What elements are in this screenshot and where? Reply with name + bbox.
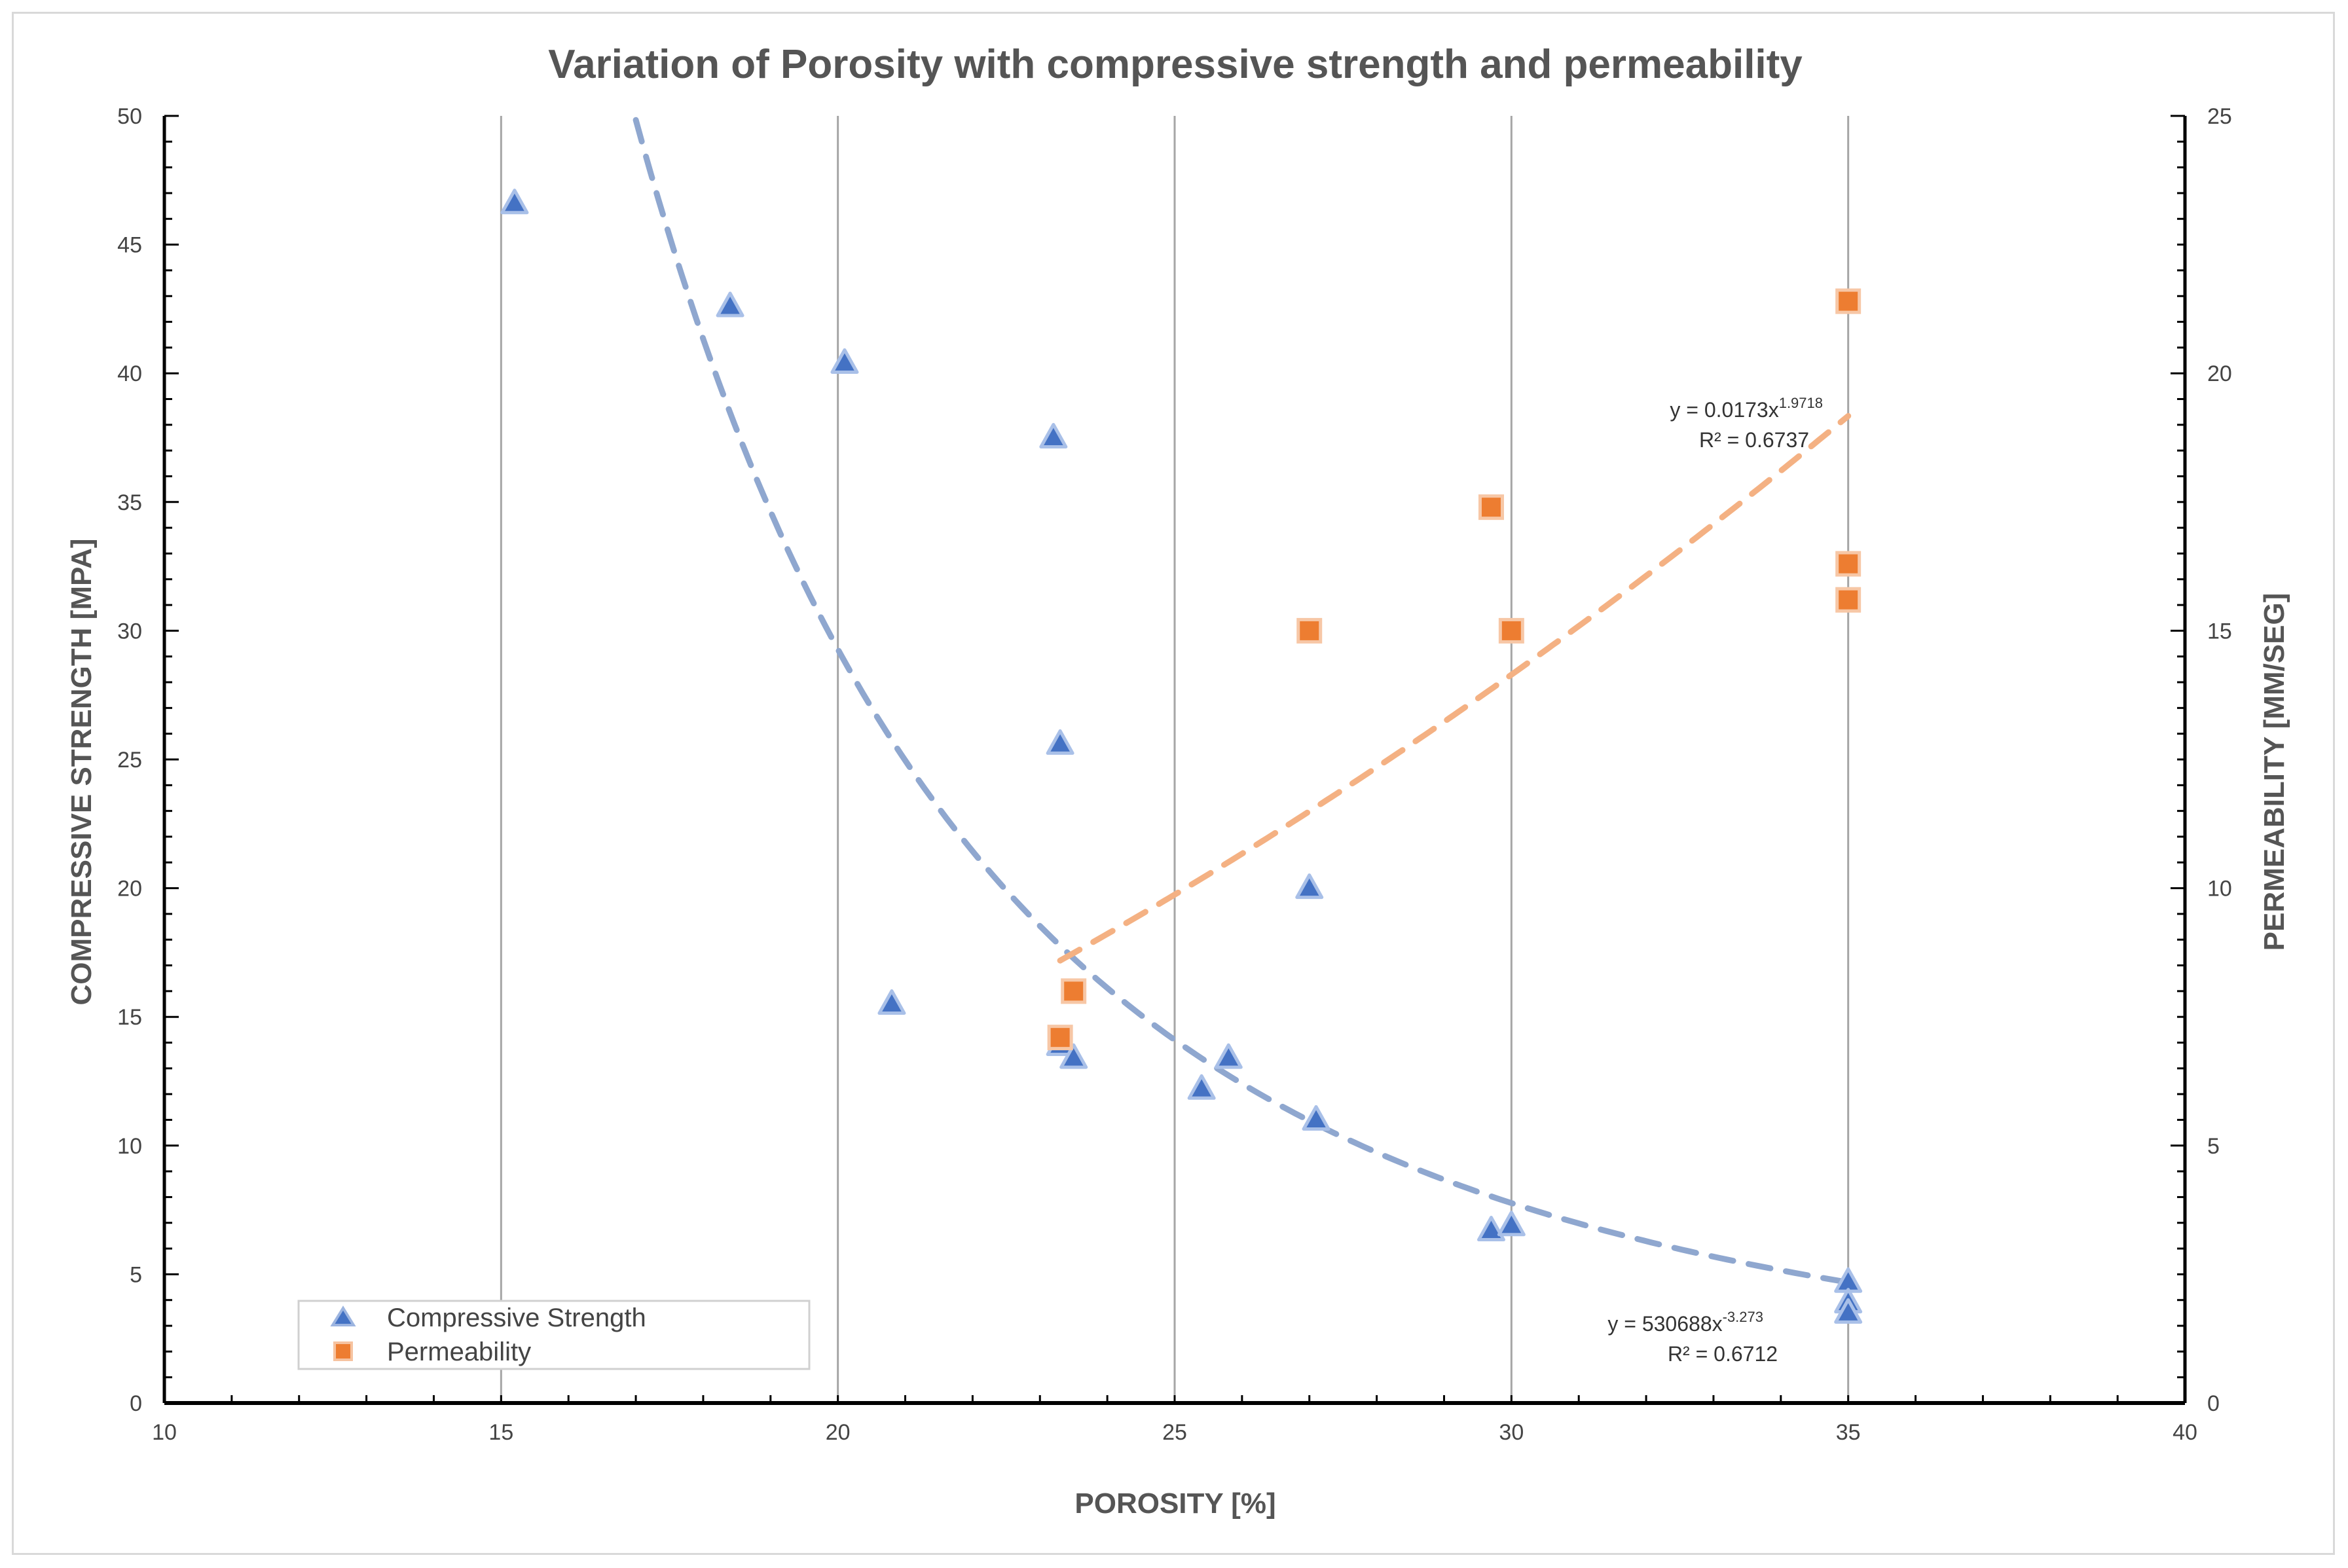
permeability-point-7 xyxy=(1835,587,1862,613)
strength-r-squared: R² = 0.6712 xyxy=(1668,1342,1778,1366)
strength-point-16 xyxy=(1834,1298,1863,1324)
y-tick-label-10: 10 xyxy=(117,1134,142,1159)
y-tick-label-45: 45 xyxy=(117,233,142,258)
strength-trendline xyxy=(633,117,1852,1286)
y-tick-label-20: 20 xyxy=(117,877,142,902)
x-tick-label-25: 25 xyxy=(1162,1420,1187,1445)
y2-tick-label-0: 0 xyxy=(2207,1391,2220,1416)
strength-trendline-equation: y = 530688x-3.273 R² = 0.6712 xyxy=(1607,1309,1778,1366)
legend-marker-permeability xyxy=(333,1341,353,1361)
x-tick-label-30: 30 xyxy=(1499,1420,1524,1445)
x-tick-label-35: 35 xyxy=(1836,1420,1861,1445)
y2-axis-title: PERMEABILITY [MM/SEG] xyxy=(2258,593,2290,951)
legend-label-compressive-strength: Compressive Strength xyxy=(387,1304,646,1332)
svg-text:y = 0.0173x1.9718: y = 0.0173x1.9718 xyxy=(1670,395,1823,422)
strength-point-3 xyxy=(1039,423,1068,448)
y-tick-label-25: 25 xyxy=(117,748,142,773)
permeability-trendline xyxy=(1057,412,1852,964)
permeability-point-0 xyxy=(1047,1025,1073,1051)
legend-marker-compressive-strength xyxy=(330,1305,356,1326)
legend: Compressive Strength Permeability xyxy=(297,1300,811,1370)
svg-text:y = 530688x-3.273: y = 530688x-3.273 xyxy=(1607,1309,1763,1336)
tick-labels: 10 15 20 25 30 35 40 0 5 10 15 20 25 30 35 40 45 50 0 5 10 15… xyxy=(117,104,2232,1445)
x-axis-title: POROSITY [%] xyxy=(1074,1487,1275,1520)
permeability-point-5 xyxy=(1835,288,1862,314)
y-tick-label-35: 35 xyxy=(117,490,142,515)
y-tick-label-30: 30 xyxy=(117,619,142,644)
strength-point-0 xyxy=(500,189,529,215)
scatter-chart: Variation of Porosity with compressive s… xyxy=(65,42,2290,1520)
y-tick-label-15: 15 xyxy=(117,1005,142,1030)
permeability-equation-exponent: 1.9718 xyxy=(1779,395,1823,411)
strength-point-5 xyxy=(877,989,906,1015)
permeability-point-1 xyxy=(1061,978,1087,1004)
strength-point-11 xyxy=(1302,1104,1330,1131)
y-tick-label-5: 5 xyxy=(130,1262,142,1287)
legend-box xyxy=(297,1300,811,1370)
permeability-r-squared: R² = 0.6737 xyxy=(1699,428,1809,452)
permeability-point-4 xyxy=(1498,617,1524,644)
y2-tick-label-25: 25 xyxy=(2207,104,2232,129)
x-tick-label-15: 15 xyxy=(488,1420,513,1445)
y2-tick-label-5: 5 xyxy=(2207,1134,2220,1159)
strength-point-8 xyxy=(1187,1074,1216,1100)
chart-title: Variation of Porosity with compressive s… xyxy=(548,42,1803,87)
y2-tick-label-15: 15 xyxy=(2207,619,2232,644)
strength-point-10 xyxy=(1295,873,1324,900)
chart-frame: Variation of Porosity with compressive s… xyxy=(12,12,2335,1555)
trendlines xyxy=(633,117,1852,1286)
y-tick-label-50: 50 xyxy=(117,104,142,129)
strength-point-1 xyxy=(716,291,744,318)
permeability-point-6 xyxy=(1835,551,1862,577)
y-axis-title: COMPRESSIVE STRENGTH [MPA] xyxy=(65,538,98,1005)
strength-equation-base: y = 530688x xyxy=(1607,1312,1722,1336)
y2-tick-label-20: 20 xyxy=(2207,361,2232,386)
strength-point-4 xyxy=(1046,729,1074,755)
y-tick-label-0: 0 xyxy=(130,1391,142,1416)
strength-point-13 xyxy=(1497,1211,1526,1237)
strength-point-12 xyxy=(1477,1216,1505,1242)
strength-point-9 xyxy=(1214,1043,1243,1069)
y2-tick-label-10: 10 xyxy=(2207,877,2232,902)
x-tick-label-10: 10 xyxy=(152,1420,177,1445)
x-tick-label-40: 40 xyxy=(2173,1420,2197,1445)
strength-point-7 xyxy=(1059,1043,1088,1069)
legend-label-permeability: Permeability xyxy=(387,1338,531,1366)
strength-equation-exponent: -3.273 xyxy=(1723,1309,1763,1325)
strength-point-2 xyxy=(830,348,859,374)
y-tick-label-40: 40 xyxy=(117,361,142,386)
x-tick-label-20: 20 xyxy=(826,1420,851,1445)
permeability-trendline-equation: y = 0.0173x1.9718 R² = 0.6737 xyxy=(1670,395,1823,452)
grid-lines xyxy=(500,116,1850,1403)
permeability-equation-base: y = 0.0173x xyxy=(1670,398,1778,422)
permeability-point-3 xyxy=(1478,494,1504,520)
data-points xyxy=(500,189,1863,1324)
permeability-point-2 xyxy=(1296,617,1323,644)
axes xyxy=(162,115,2187,1405)
